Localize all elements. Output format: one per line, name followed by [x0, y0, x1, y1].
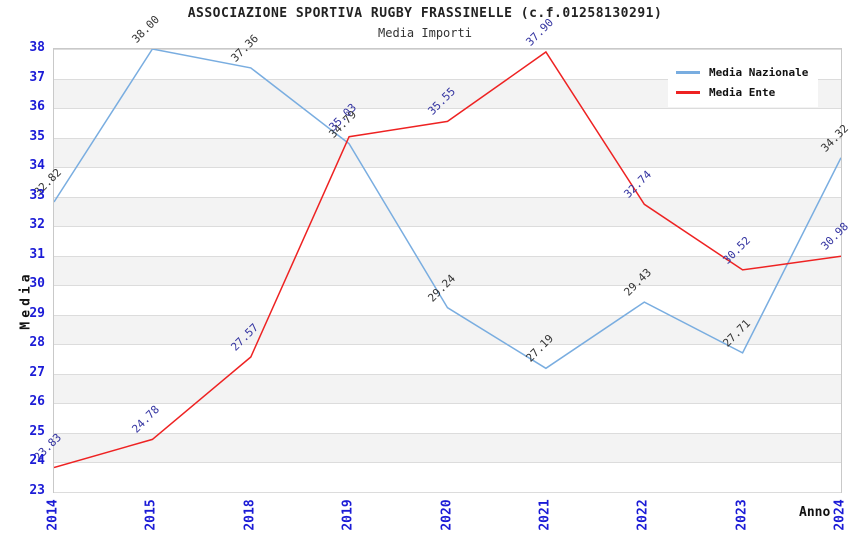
y-tick-label: 26 — [29, 394, 45, 410]
gridline — [54, 49, 841, 50]
legend-item-media-nazionale: Media Nazionale — [676, 62, 810, 82]
gridline — [54, 256, 841, 257]
legend: Media Nazionale Media Ente — [668, 57, 818, 107]
gridline — [54, 374, 841, 375]
gridline — [54, 138, 841, 139]
x-axis-label: Anno — [799, 505, 831, 520]
y-tick-label: 28 — [29, 335, 45, 351]
y-axis-label: Media — [18, 270, 34, 330]
gridline — [54, 315, 841, 316]
y-tick-label: 32 — [29, 217, 45, 233]
gridline — [54, 403, 841, 404]
plot-band — [54, 432, 841, 463]
plot-band — [54, 373, 841, 404]
x-tick-label: 2015 — [143, 499, 159, 531]
plot-band — [54, 196, 841, 227]
y-tick-label: 23 — [29, 483, 45, 498]
gridline — [54, 344, 841, 345]
plot-band — [54, 137, 841, 168]
chart-subtitle: Media Importi — [378, 26, 472, 40]
y-tick-label: 37 — [29, 69, 45, 85]
x-tick-label: 2019 — [340, 499, 356, 531]
gridline — [54, 492, 841, 493]
y-tick-label: 33 — [29, 187, 45, 203]
legend-label: Media Ente — [709, 85, 776, 99]
x-tick-label: 2014 — [45, 499, 61, 531]
legend-label: Media Nazionale — [709, 65, 809, 79]
gridline — [54, 433, 841, 434]
x-tick-label: 2023 — [734, 499, 750, 531]
gridline — [54, 226, 841, 227]
y-tick-label: 31 — [29, 246, 45, 262]
gridline — [54, 79, 841, 80]
y-tick-label: 34 — [29, 158, 45, 174]
x-tick-label: 2022 — [635, 499, 651, 531]
plot-band — [54, 314, 841, 345]
y-tick-label: 36 — [29, 99, 45, 115]
plot-area: 32.82 38.00 37.36 34.79 29.24 27.19 29.43 27.71… — [31, 13, 850, 493]
x-tick-label: 2024 — [832, 499, 848, 531]
gridline — [54, 462, 841, 463]
plot-band — [54, 255, 841, 286]
y-tick-label: 24 — [29, 453, 45, 469]
legend-swatch — [676, 90, 700, 94]
gridline — [54, 197, 841, 198]
y-tick-label: 27 — [29, 364, 45, 380]
series-line-media-ente — [54, 50, 841, 469]
gridline — [54, 108, 841, 109]
legend-swatch — [676, 70, 700, 74]
y-tick-label: 38 — [29, 40, 45, 55]
series-line-media-nazionale — [54, 49, 841, 370]
series-lines — [54, 49, 841, 469]
y-tick-label: 29 — [29, 305, 45, 321]
gridline — [54, 285, 841, 286]
legend-item-media-ente: Media Ente — [676, 82, 810, 102]
x-tick-label: 2021 — [537, 499, 553, 531]
x-tick-label: 2020 — [439, 499, 454, 531]
x-tick-label: 2018 — [242, 499, 258, 531]
y-tick-label: 25 — [29, 423, 45, 439]
chart-title: ASSOCIAZIONE SPORTIVA RUGBY FRASSINELLE … — [187, 6, 663, 21]
y-tick-label: 30 — [29, 276, 45, 292]
gridline — [54, 167, 841, 168]
y-tick-label: 35 — [29, 128, 45, 144]
